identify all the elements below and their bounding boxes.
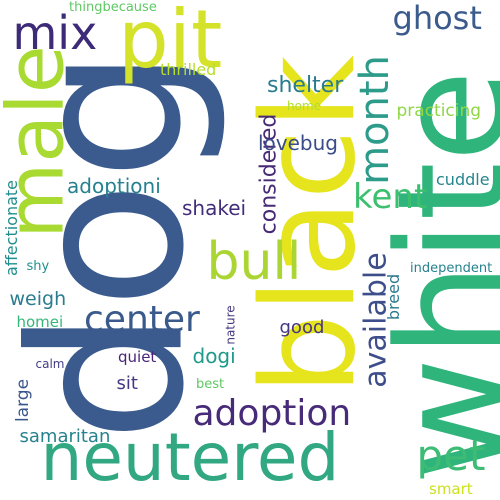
- word-neutered: neutered: [40, 419, 340, 496]
- word-samaritan: samaritan: [19, 426, 111, 447]
- word-dogi: dogi: [192, 344, 236, 368]
- word-home: home: [287, 99, 322, 113]
- word-pet: pet: [416, 431, 486, 480]
- word-thrilled: thrilled: [160, 60, 217, 79]
- word-sit: sit: [116, 373, 138, 394]
- word-shakei: shakei: [182, 196, 247, 220]
- word-best: best: [196, 376, 225, 392]
- word-adoptioni: adoptioni: [67, 174, 161, 198]
- word-shy: shy: [26, 258, 50, 274]
- word-nature: nature: [223, 305, 238, 345]
- word-shelter: shelter: [267, 73, 344, 98]
- word-kent: kent: [353, 177, 428, 217]
- word-breed: breed: [384, 273, 404, 321]
- word-center: center: [84, 299, 200, 340]
- word-good: good: [279, 317, 325, 338]
- word-calm: calm: [35, 357, 65, 371]
- word-independent: independent: [410, 260, 493, 276]
- word-large: large: [12, 378, 33, 422]
- word-pit: pit: [118, 0, 223, 86]
- word-bull: bull: [206, 232, 302, 292]
- word-quiet: quiet: [118, 347, 157, 366]
- word-lovebug: lovebug: [258, 131, 338, 155]
- word-mix: mix: [12, 6, 98, 60]
- word-practicing: practicing: [396, 100, 482, 121]
- word-smart: smart: [429, 479, 473, 498]
- word-ghost: ghost: [392, 0, 482, 37]
- word-weigh: weigh: [9, 287, 67, 310]
- word-cuddle: cuddle: [436, 170, 490, 189]
- word-homei: homei: [16, 312, 64, 331]
- word-adoption: adoption: [192, 393, 352, 434]
- word-month: month: [351, 55, 398, 185]
- word-affectionate: affectionate: [2, 179, 22, 277]
- word-thingbecause: thingbecause: [69, 0, 157, 15]
